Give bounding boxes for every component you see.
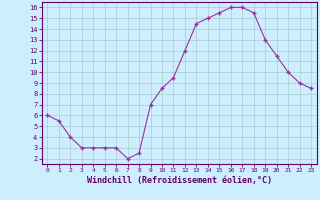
X-axis label: Windchill (Refroidissement éolien,°C): Windchill (Refroidissement éolien,°C) — [87, 176, 272, 185]
